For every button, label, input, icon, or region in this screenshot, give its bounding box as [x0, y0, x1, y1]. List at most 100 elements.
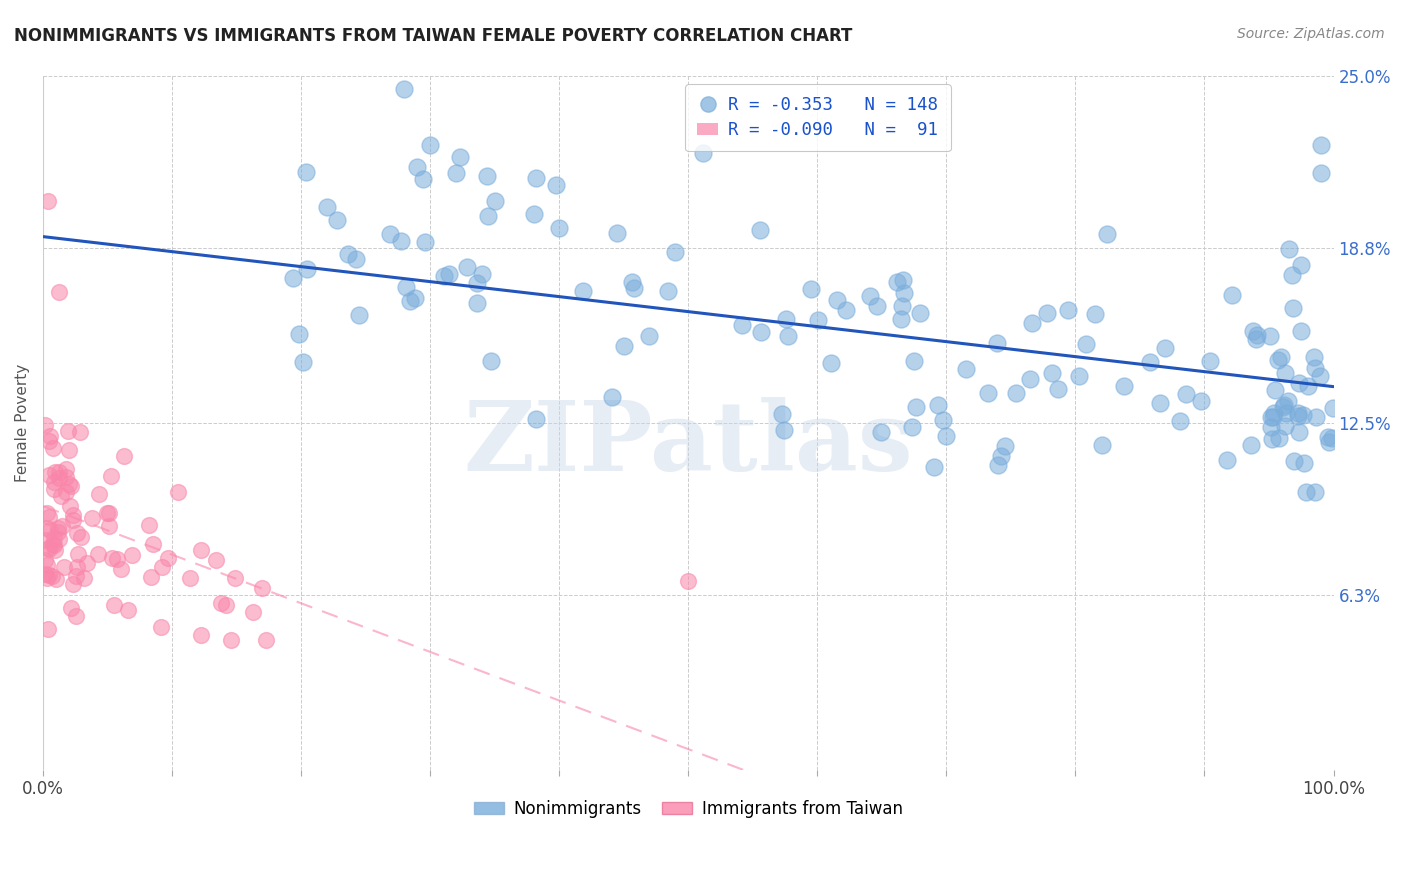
Point [1018, 372, 1040, 386]
Point [242, 606, 264, 620]
Point [38, 568, 60, 582]
Point [526, 170, 548, 185]
Text: Source: ZipAtlas.com: Source: ZipAtlas.com [1237, 27, 1385, 41]
Point [1286, 409, 1309, 424]
Point [1317, 435, 1340, 450]
Point [731, 318, 754, 333]
Point [1112, 378, 1135, 392]
Point [100, 468, 122, 483]
Point [295, 165, 318, 179]
Point [776, 328, 799, 343]
Point [1246, 327, 1268, 342]
Point [315, 200, 337, 214]
Point [394, 82, 416, 96]
Point [60, 479, 83, 493]
Point [1240, 437, 1263, 451]
Point [1309, 138, 1331, 153]
Point [42, 536, 65, 550]
Point [664, 244, 686, 259]
Point [820, 356, 842, 370]
Point [76, 556, 98, 570]
Point [638, 328, 661, 343]
Point [288, 326, 311, 341]
Point [433, 269, 456, 284]
Point [749, 325, 772, 339]
Point [349, 309, 371, 323]
Point [55, 485, 77, 500]
Point [444, 166, 467, 180]
Point [51, 489, 73, 503]
Point [72, 570, 94, 584]
Point [1271, 401, 1294, 415]
Point [44, 542, 66, 557]
Point [1074, 337, 1097, 351]
Point [297, 261, 319, 276]
Point [149, 620, 172, 634]
Point [378, 227, 401, 241]
Point [34, 553, 56, 567]
Point [1264, 383, 1286, 397]
Point [1292, 409, 1315, 423]
Point [38, 541, 60, 556]
Point [1292, 456, 1315, 470]
Point [150, 560, 173, 574]
Point [105, 552, 128, 566]
Point [1174, 387, 1197, 401]
Point [398, 293, 420, 308]
Point [1289, 324, 1312, 338]
Point [35, 558, 58, 573]
Point [1309, 369, 1331, 384]
Point [121, 548, 143, 562]
Point [692, 146, 714, 161]
Point [1149, 396, 1171, 410]
Point [1320, 431, 1343, 445]
Point [1305, 409, 1327, 424]
Point [1056, 303, 1078, 318]
Point [42, 538, 65, 552]
Point [1267, 431, 1289, 445]
Point [477, 209, 499, 223]
Point [37, 570, 59, 584]
Point [465, 296, 488, 310]
Point [1272, 398, 1295, 412]
Point [1095, 227, 1118, 242]
Point [48, 465, 70, 479]
Point [41, 441, 63, 455]
Point [62, 577, 84, 591]
Point [62, 508, 84, 522]
Point [59, 600, 82, 615]
Point [37, 541, 59, 555]
Point [1241, 324, 1264, 338]
Point [141, 570, 163, 584]
Point [1067, 368, 1090, 383]
Point [465, 276, 488, 290]
Point [65, 608, 87, 623]
Point [35, 506, 58, 520]
Point [522, 207, 544, 221]
Point [621, 275, 644, 289]
Point [1282, 301, 1305, 316]
Point [404, 291, 426, 305]
Point [678, 574, 700, 588]
Point [910, 306, 932, 320]
Point [1084, 307, 1107, 321]
Point [475, 169, 498, 183]
Point [1220, 288, 1243, 302]
Point [179, 571, 201, 585]
Point [48, 470, 70, 484]
Point [1309, 166, 1331, 180]
Point [101, 550, 124, 565]
Point [990, 450, 1012, 464]
Point [1258, 329, 1281, 343]
Point [955, 361, 977, 376]
Point [48, 285, 70, 300]
Point [1288, 425, 1310, 439]
Point [44, 465, 66, 479]
Point [1298, 379, 1320, 393]
Point [1305, 485, 1327, 500]
Point [34, 567, 56, 582]
Point [44, 482, 66, 496]
Point [38, 467, 60, 482]
Point [69, 425, 91, 440]
Point [935, 429, 957, 443]
